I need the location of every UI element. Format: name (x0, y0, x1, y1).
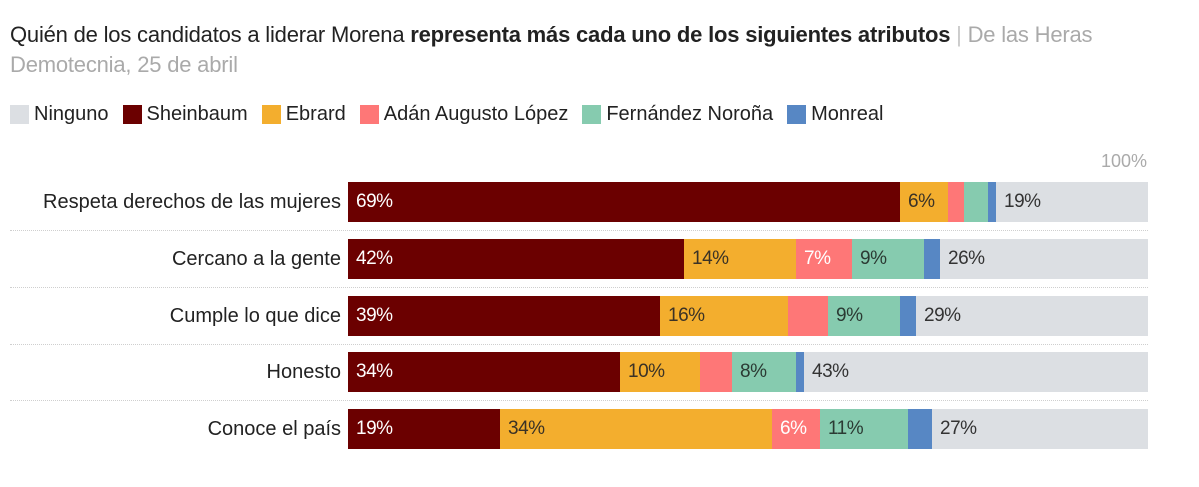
data-label: 69% (356, 191, 393, 212)
bar-segment-monreal (924, 239, 940, 279)
data-label: 19% (1004, 191, 1041, 212)
legend-label: Sheinbaum (146, 102, 248, 125)
bar-segment-monreal (796, 352, 804, 392)
data-label: 27% (940, 418, 977, 439)
row-divider (10, 287, 1148, 288)
legend-label: Ninguno (34, 102, 109, 125)
data-label: 34% (356, 361, 393, 382)
chart-title: Quién de los candidatos a liderar Morena… (10, 20, 1180, 80)
bar-segment-fern-ndez-noro-a: 9% (852, 239, 924, 279)
category-label: Honesto (266, 361, 342, 383)
data-label: 16% (668, 305, 705, 326)
bar-segment-ebrard: 6% (900, 182, 948, 222)
legend-label: Ebrard (285, 102, 346, 125)
bar-segment-monreal (988, 182, 996, 222)
legend-swatch (787, 104, 807, 124)
legend-swatch (261, 104, 281, 124)
category-label: Respeta derechos de las mujeres (43, 191, 341, 213)
data-label: 6% (780, 418, 807, 439)
bar-segment-ninguno: 26% (940, 239, 1148, 279)
data-label: 14% (692, 248, 729, 269)
data-label: 9% (860, 248, 887, 269)
bar-segment-ad-n-augusto-l-pez: 6% (772, 409, 820, 449)
category-label: Cumple lo que dice (169, 305, 341, 327)
bar-segment-sheinbaum: 69% (348, 182, 900, 222)
legend: Ninguno Sheinbaum Ebrard Adán Augusto López… (10, 101, 897, 127)
bar-segment-sheinbaum: 39% (348, 296, 660, 336)
bar-segment-fern-ndez-noro-a (964, 182, 988, 222)
legend-swatch (10, 104, 29, 124)
legend-swatch (122, 104, 142, 124)
data-label: 19% (356, 418, 393, 439)
bar-segment-ninguno: 27% (932, 409, 1148, 449)
data-label: 34% (508, 418, 545, 439)
data-label: 9% (836, 305, 863, 326)
bar-segment-monreal (908, 409, 932, 449)
bar-segment-ad-n-augusto-l-pez (788, 296, 828, 336)
bar-segment-ebrard: 34% (500, 409, 772, 449)
bar-segment-sheinbaum: 42% (348, 239, 684, 279)
source-note: De las Heras Demotecnia, 25 de abril (10, 22, 1093, 77)
legend-item: Ebrard (261, 102, 346, 126)
legend-item: Monreal (787, 103, 883, 126)
axis-max-label: 100% (1100, 151, 1147, 171)
data-label: 29% (924, 305, 961, 326)
bar-segment-ad-n-augusto-l-pez: 7% (796, 239, 852, 279)
legend-label: Adán Augusto López (383, 102, 569, 125)
legend-item: Fernández Noroña (582, 103, 773, 126)
bar-segment-ad-n-augusto-l-pez (948, 182, 964, 222)
bar-segment-ebrard: 14% (684, 239, 796, 279)
bar-segment-fern-ndez-noro-a: 8% (732, 352, 796, 392)
data-label: 10% (628, 361, 665, 382)
legend-swatch (582, 104, 602, 124)
data-label: 8% (740, 361, 767, 382)
row-divider (10, 344, 1148, 345)
legend-label: Fernández Noroña (606, 102, 774, 125)
bar-row: 39% 16% 9% 29% (348, 296, 1148, 336)
legend-item: Adán Augusto López (359, 102, 569, 126)
bar-segment-ebrard: 10% (620, 352, 700, 392)
row-divider (10, 400, 1148, 401)
data-label: 39% (356, 305, 393, 326)
data-label: 26% (948, 248, 985, 269)
title-regular: Quién de los candidatos a liderar Morena (10, 22, 411, 47)
title-separator: | (950, 22, 968, 47)
bar-segment-sheinbaum: 19% (348, 409, 500, 449)
bar-row: 34% 10% 8% 43% (348, 352, 1148, 392)
category-label: Conoce el país (207, 418, 341, 440)
bar-segment-monreal (900, 296, 916, 336)
title-bold: representa más cada uno de los siguiente… (410, 22, 951, 47)
data-label: 43% (812, 361, 849, 382)
bar-row: 19% 34% 6% 11% 27% (348, 409, 1148, 449)
data-label: 7% (804, 248, 831, 269)
legend-swatch (359, 104, 379, 124)
bar-segment-ninguno: 29% (916, 296, 1148, 336)
data-label: 11% (828, 418, 864, 439)
bar-segment-ninguno: 43% (804, 352, 1148, 392)
category-label: Cercano a la gente (171, 248, 341, 270)
data-label: 6% (908, 191, 935, 212)
bar-segment-fern-ndez-noro-a: 11% (820, 409, 908, 449)
bar-segment-fern-ndez-noro-a: 9% (828, 296, 900, 336)
bar-segment-ad-n-augusto-l-pez (700, 352, 732, 392)
legend-item: Ninguno (10, 103, 109, 126)
bar-segment-sheinbaum: 34% (348, 352, 620, 392)
bar-segment-ninguno: 19% (996, 182, 1148, 222)
legend-item: Sheinbaum (122, 102, 248, 126)
row-divider (10, 230, 1148, 231)
data-label: 42% (356, 248, 393, 269)
bar-row: 42% 14% 7% 9% 26% (348, 239, 1148, 279)
bar-row: 69% 6% 19% (348, 182, 1148, 222)
bar-segment-ebrard: 16% (660, 296, 788, 336)
legend-label: Monreal (811, 102, 884, 125)
